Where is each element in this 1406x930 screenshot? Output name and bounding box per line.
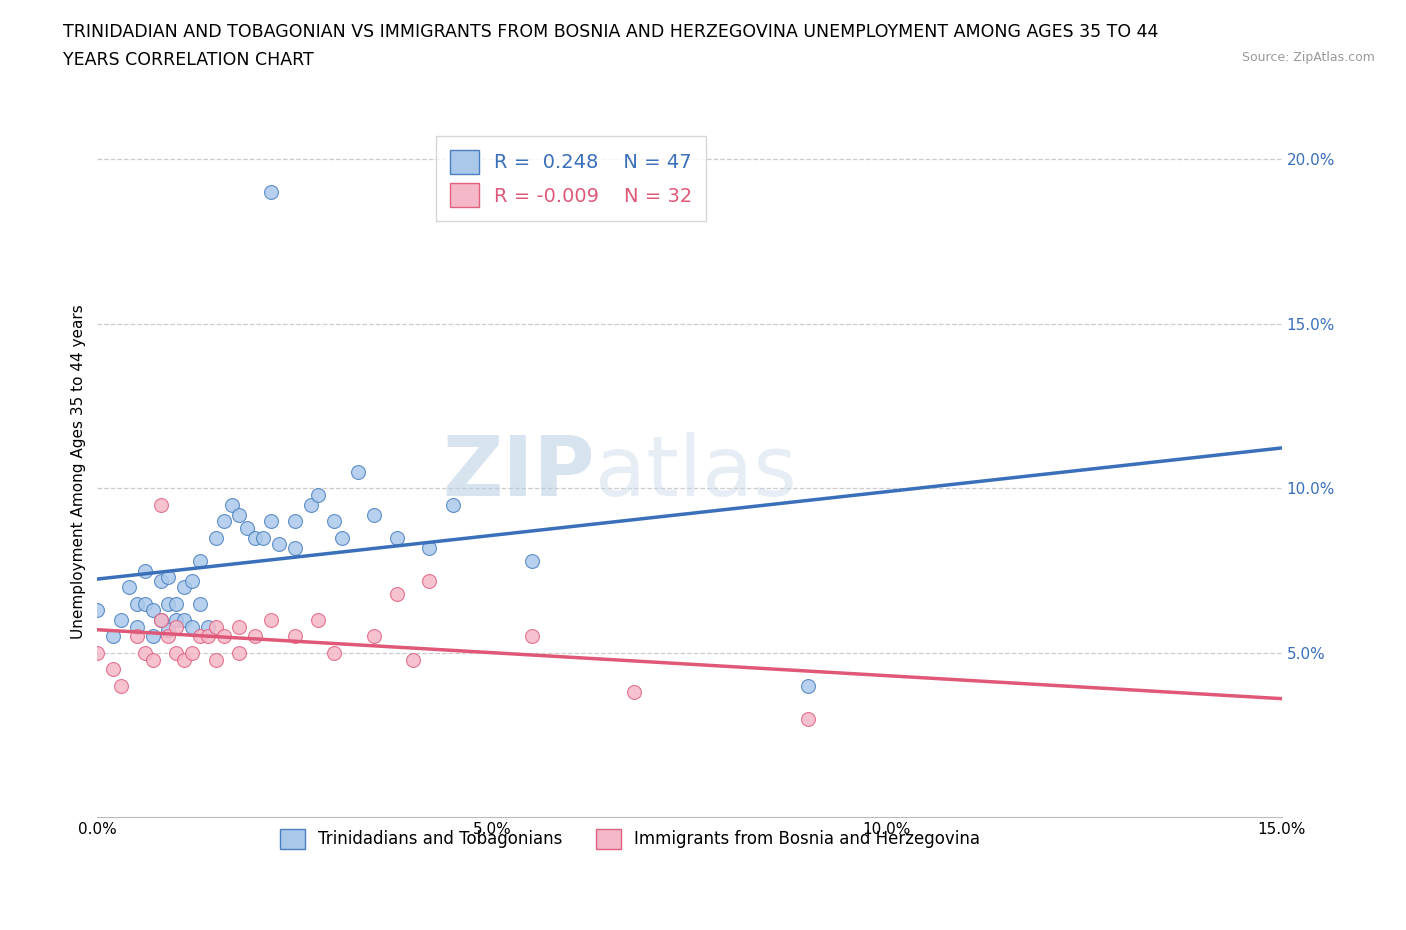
Point <box>149 498 172 512</box>
Point <box>110 678 132 693</box>
Legend: Trinidadians and Tobagonians, Immigrants from Bosnia and Herzegovina: Trinidadians and Tobagonians, Immigrants… <box>271 820 988 857</box>
Point <box>245 530 267 545</box>
Point <box>323 645 346 660</box>
Point <box>307 487 329 502</box>
Point <box>149 613 172 628</box>
Point <box>299 498 322 512</box>
Point <box>101 629 124 644</box>
Point <box>142 652 165 667</box>
Point <box>323 514 346 529</box>
Point <box>260 185 283 200</box>
Point <box>110 613 132 628</box>
Point <box>173 613 195 628</box>
Point <box>418 573 440 588</box>
Text: YEARS CORRELATION CHART: YEARS CORRELATION CHART <box>63 51 314 69</box>
Point <box>165 596 187 611</box>
Text: Source: ZipAtlas.com: Source: ZipAtlas.com <box>1241 51 1375 64</box>
Point <box>181 619 204 634</box>
Point <box>252 530 274 545</box>
Point <box>284 514 307 529</box>
Point <box>188 629 211 644</box>
Point <box>134 645 156 660</box>
Point <box>181 573 204 588</box>
Point <box>157 622 180 637</box>
Point <box>125 629 148 644</box>
Text: TRINIDADIAN AND TOBAGONIAN VS IMMIGRANTS FROM BOSNIA AND HERZEGOVINA UNEMPLOYMEN: TRINIDADIAN AND TOBAGONIAN VS IMMIGRANTS… <box>63 23 1159 41</box>
Point <box>402 652 425 667</box>
Point <box>267 537 290 551</box>
Point <box>118 579 141 594</box>
Point <box>197 629 219 644</box>
Point <box>363 508 385 523</box>
Point <box>173 579 195 594</box>
Point <box>623 685 645 700</box>
Point <box>284 629 307 644</box>
Point <box>245 629 267 644</box>
Point <box>165 619 187 634</box>
Point <box>157 629 180 644</box>
Point <box>330 530 353 545</box>
Point <box>204 530 226 545</box>
Point <box>228 619 250 634</box>
Point <box>212 514 235 529</box>
Point <box>86 603 108 618</box>
Point <box>204 619 226 634</box>
Point <box>236 521 259 536</box>
Point <box>418 540 440 555</box>
Point <box>284 540 307 555</box>
Point <box>125 596 148 611</box>
Point <box>797 678 820 693</box>
Point <box>441 498 464 512</box>
Point <box>125 619 148 634</box>
Point <box>134 564 156 578</box>
Point <box>387 586 409 601</box>
Point <box>197 619 219 634</box>
Point <box>520 553 543 568</box>
Point <box>188 596 211 611</box>
Point <box>188 553 211 568</box>
Point <box>228 645 250 660</box>
Point <box>520 629 543 644</box>
Point <box>260 514 283 529</box>
Point <box>157 596 180 611</box>
Point <box>228 508 250 523</box>
Text: ZIP: ZIP <box>443 432 595 512</box>
Point <box>173 652 195 667</box>
Point <box>86 645 108 660</box>
Point <box>142 629 165 644</box>
Point <box>165 645 187 660</box>
Point <box>212 629 235 644</box>
Point <box>165 613 187 628</box>
Point <box>134 596 156 611</box>
Point <box>149 573 172 588</box>
Point <box>149 613 172 628</box>
Point <box>260 613 283 628</box>
Point <box>142 603 165 618</box>
Point <box>157 570 180 585</box>
Point <box>204 652 226 667</box>
Point <box>101 662 124 677</box>
Point <box>347 465 370 480</box>
Point <box>221 498 243 512</box>
Point <box>363 629 385 644</box>
Y-axis label: Unemployment Among Ages 35 to 44 years: Unemployment Among Ages 35 to 44 years <box>72 305 86 640</box>
Text: atlas: atlas <box>595 432 796 512</box>
Point <box>387 530 409 545</box>
Point <box>181 645 204 660</box>
Point <box>307 613 329 628</box>
Point <box>797 711 820 726</box>
